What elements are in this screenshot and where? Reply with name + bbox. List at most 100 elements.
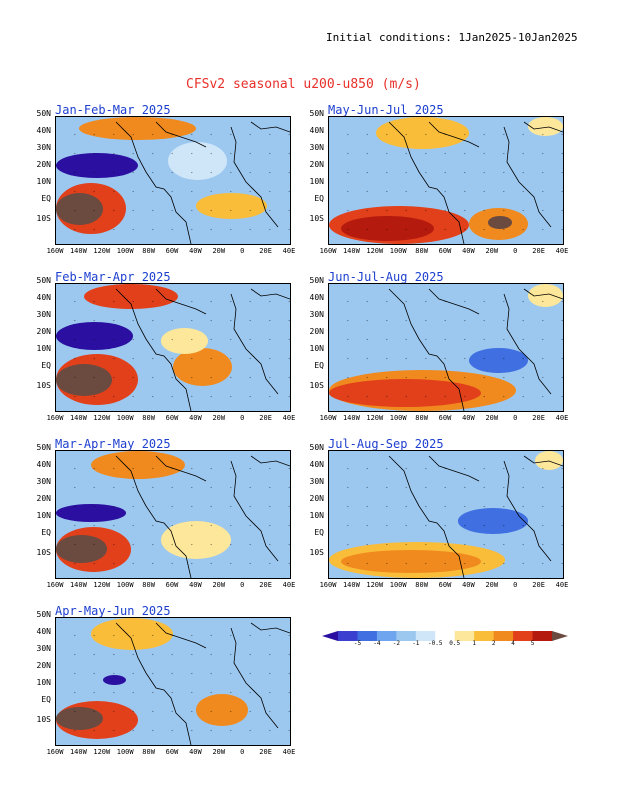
lon-tick-label: 140W (69, 414, 87, 422)
anomaly-region (84, 284, 178, 310)
coastline-segment (523, 288, 563, 300)
anomaly-region (56, 504, 127, 523)
anomaly-region (56, 706, 103, 730)
panel-title: Jun-Jul-Aug 2025 (328, 270, 444, 284)
grid-dots (56, 117, 290, 244)
lon-tick-label: 80W (415, 581, 428, 589)
colorbar-tick-label: -4 (373, 640, 381, 647)
anomaly-region (329, 379, 482, 408)
coastline-segment (115, 121, 192, 244)
colorbar-swatch (454, 631, 475, 641)
lat-tick-label: 10S (36, 214, 51, 223)
lat-tick-label: 40N (309, 460, 324, 469)
lon-tick-label: 140W (342, 247, 360, 255)
anomaly-region (56, 534, 108, 563)
anomaly-region (161, 520, 232, 559)
colorbar-swatch (376, 631, 397, 641)
lon-tick-label: 40W (462, 581, 475, 589)
coastline-segment (428, 455, 480, 482)
anomaly-region (340, 550, 482, 573)
coastline (388, 455, 563, 578)
lon-tick-label: 60W (438, 247, 452, 255)
lat-tick-label: EQ (314, 194, 324, 203)
lon-tick-label: 160W (46, 247, 64, 255)
anomaly-region (527, 117, 563, 137)
lon-tick-label: 20W (485, 414, 499, 422)
colorbar-swatch (532, 631, 553, 641)
anomaly-map (55, 283, 291, 412)
coastline-segment (155, 455, 207, 482)
lon-tick-label: 120W (93, 581, 111, 589)
grid-dots (56, 451, 290, 578)
lon-tick-label: 140W (69, 748, 87, 756)
lon-tick-label: 160W (46, 414, 64, 422)
lon-tick-label: 40W (189, 247, 202, 255)
lon-tick-label: 140W (69, 581, 87, 589)
lon-tick-label: 100W (389, 247, 407, 255)
lat-tick-label: 50N (309, 443, 324, 452)
coastline-segment (250, 622, 290, 634)
anomaly-region (196, 193, 267, 219)
lon-tick-label: 80W (142, 247, 155, 255)
lat-tick-label: EQ (41, 528, 51, 537)
lon-tick-label: 120W (93, 247, 111, 255)
colorbar-swatch (493, 631, 514, 641)
lon-tick-label: 0 (513, 247, 518, 255)
lon-tick-label: 60W (438, 581, 452, 589)
lon-tick-label: 20E (259, 748, 272, 756)
lat-tick-label: 20N (36, 327, 51, 336)
lon-tick-label: 100W (389, 581, 407, 589)
colorbar-tick-label: 2 (491, 640, 496, 647)
map-panel-fma: Feb-Mar-Apr 2025 50N 40N 30N 20N 10N EQ 10S 160W… (37, 270, 345, 422)
panel-title: Jul-Aug-Sep 2025 (328, 437, 444, 451)
lat-tick-label: 10S (309, 214, 324, 223)
colorbar-tick-label: -0.5 (428, 640, 443, 647)
grid-dots (329, 117, 563, 244)
anomaly-map (55, 116, 291, 245)
colorbar-tick-label: -1 (412, 640, 420, 647)
colorbar-swatch (435, 631, 456, 641)
lon-tick-label: 100W (389, 414, 407, 422)
coastline-segment (428, 288, 480, 315)
lon-tick-label: 60W (165, 414, 179, 422)
lat-tick-label: 20N (36, 160, 51, 169)
lon-tick-label: 120W (366, 581, 384, 589)
lat-tick-label: 30N (309, 143, 324, 152)
lon-tick-label: 0 (240, 247, 245, 255)
lat-tick-label: 30N (36, 644, 51, 653)
lon-tick-label: 40E (282, 247, 296, 255)
coastline-segment (523, 455, 563, 467)
lon-tick-label: 20W (212, 748, 226, 756)
lon-tick-label: 140W (342, 414, 360, 422)
map-panel-jas: Jul-Aug-Sep 2025 50N 40N 30N 20N 10N EQ 10S 160W… (310, 437, 618, 589)
lon-tick-label: 0 (240, 748, 245, 756)
colorbar-right-arrow (552, 631, 568, 641)
coastline (388, 288, 563, 411)
lon-tick-label: 20E (259, 581, 272, 589)
coastline-segment (250, 288, 290, 300)
coastline (115, 455, 290, 578)
lon-tick-label: 20E (532, 414, 545, 422)
lat-tick-label: 40N (36, 293, 51, 302)
lat-tick-label: 20N (309, 327, 324, 336)
lat-tick-label: 50N (36, 109, 51, 118)
lat-tick-label: 10S (309, 381, 324, 390)
initial-conditions: Initial conditions: 1Jan2025-10Jan2025 (326, 31, 578, 44)
lat-tick-label: 30N (36, 143, 51, 152)
lon-tick-label: 0 (240, 414, 245, 422)
colorbar-swatch (338, 631, 358, 641)
lat-tick-label: EQ (41, 361, 51, 370)
lon-tick-label: 80W (142, 748, 155, 756)
anomaly-map (328, 283, 564, 412)
lat-tick-label: 10N (36, 344, 51, 353)
lat-tick-label: 50N (309, 276, 324, 285)
coastline (115, 288, 290, 411)
lat-tick-label: 10S (36, 548, 51, 557)
lon-tick-label: 40E (555, 247, 569, 255)
coastline-segment (503, 126, 552, 228)
lon-tick-label: 60W (438, 414, 452, 422)
lon-tick-label: 20W (212, 247, 226, 255)
lat-tick-label: 10N (309, 511, 324, 520)
lat-tick-label: 20N (309, 494, 324, 503)
lon-tick-label: 40E (555, 414, 569, 422)
